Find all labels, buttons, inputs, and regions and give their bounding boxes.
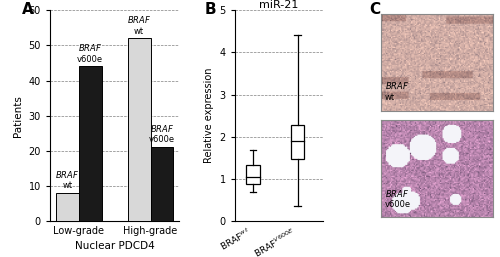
Text: A: A xyxy=(22,2,34,17)
Bar xyxy=(128,38,150,221)
Text: $\it{BRAF}$
wt: $\it{BRAF}$ wt xyxy=(127,14,151,35)
Title: miR-21: miR-21 xyxy=(259,0,298,10)
Text: C: C xyxy=(369,2,380,17)
Text: B: B xyxy=(204,2,216,17)
Y-axis label: Patients: Patients xyxy=(13,95,23,136)
Bar xyxy=(150,147,174,221)
Text: $\it{BRAF}$
v600e: $\it{BRAF}$ v600e xyxy=(77,42,104,64)
Text: $\it{BRAF}$
v600e: $\it{BRAF}$ v600e xyxy=(149,123,175,144)
Bar xyxy=(246,166,260,184)
Bar xyxy=(290,125,304,159)
Bar xyxy=(79,67,102,221)
Text: $\it{BRAF}$
wt: $\it{BRAF}$ wt xyxy=(55,169,80,190)
Bar xyxy=(56,193,79,221)
X-axis label: Nuclear PDCD4: Nuclear PDCD4 xyxy=(75,241,154,251)
Y-axis label: Relative expression: Relative expression xyxy=(204,68,214,163)
